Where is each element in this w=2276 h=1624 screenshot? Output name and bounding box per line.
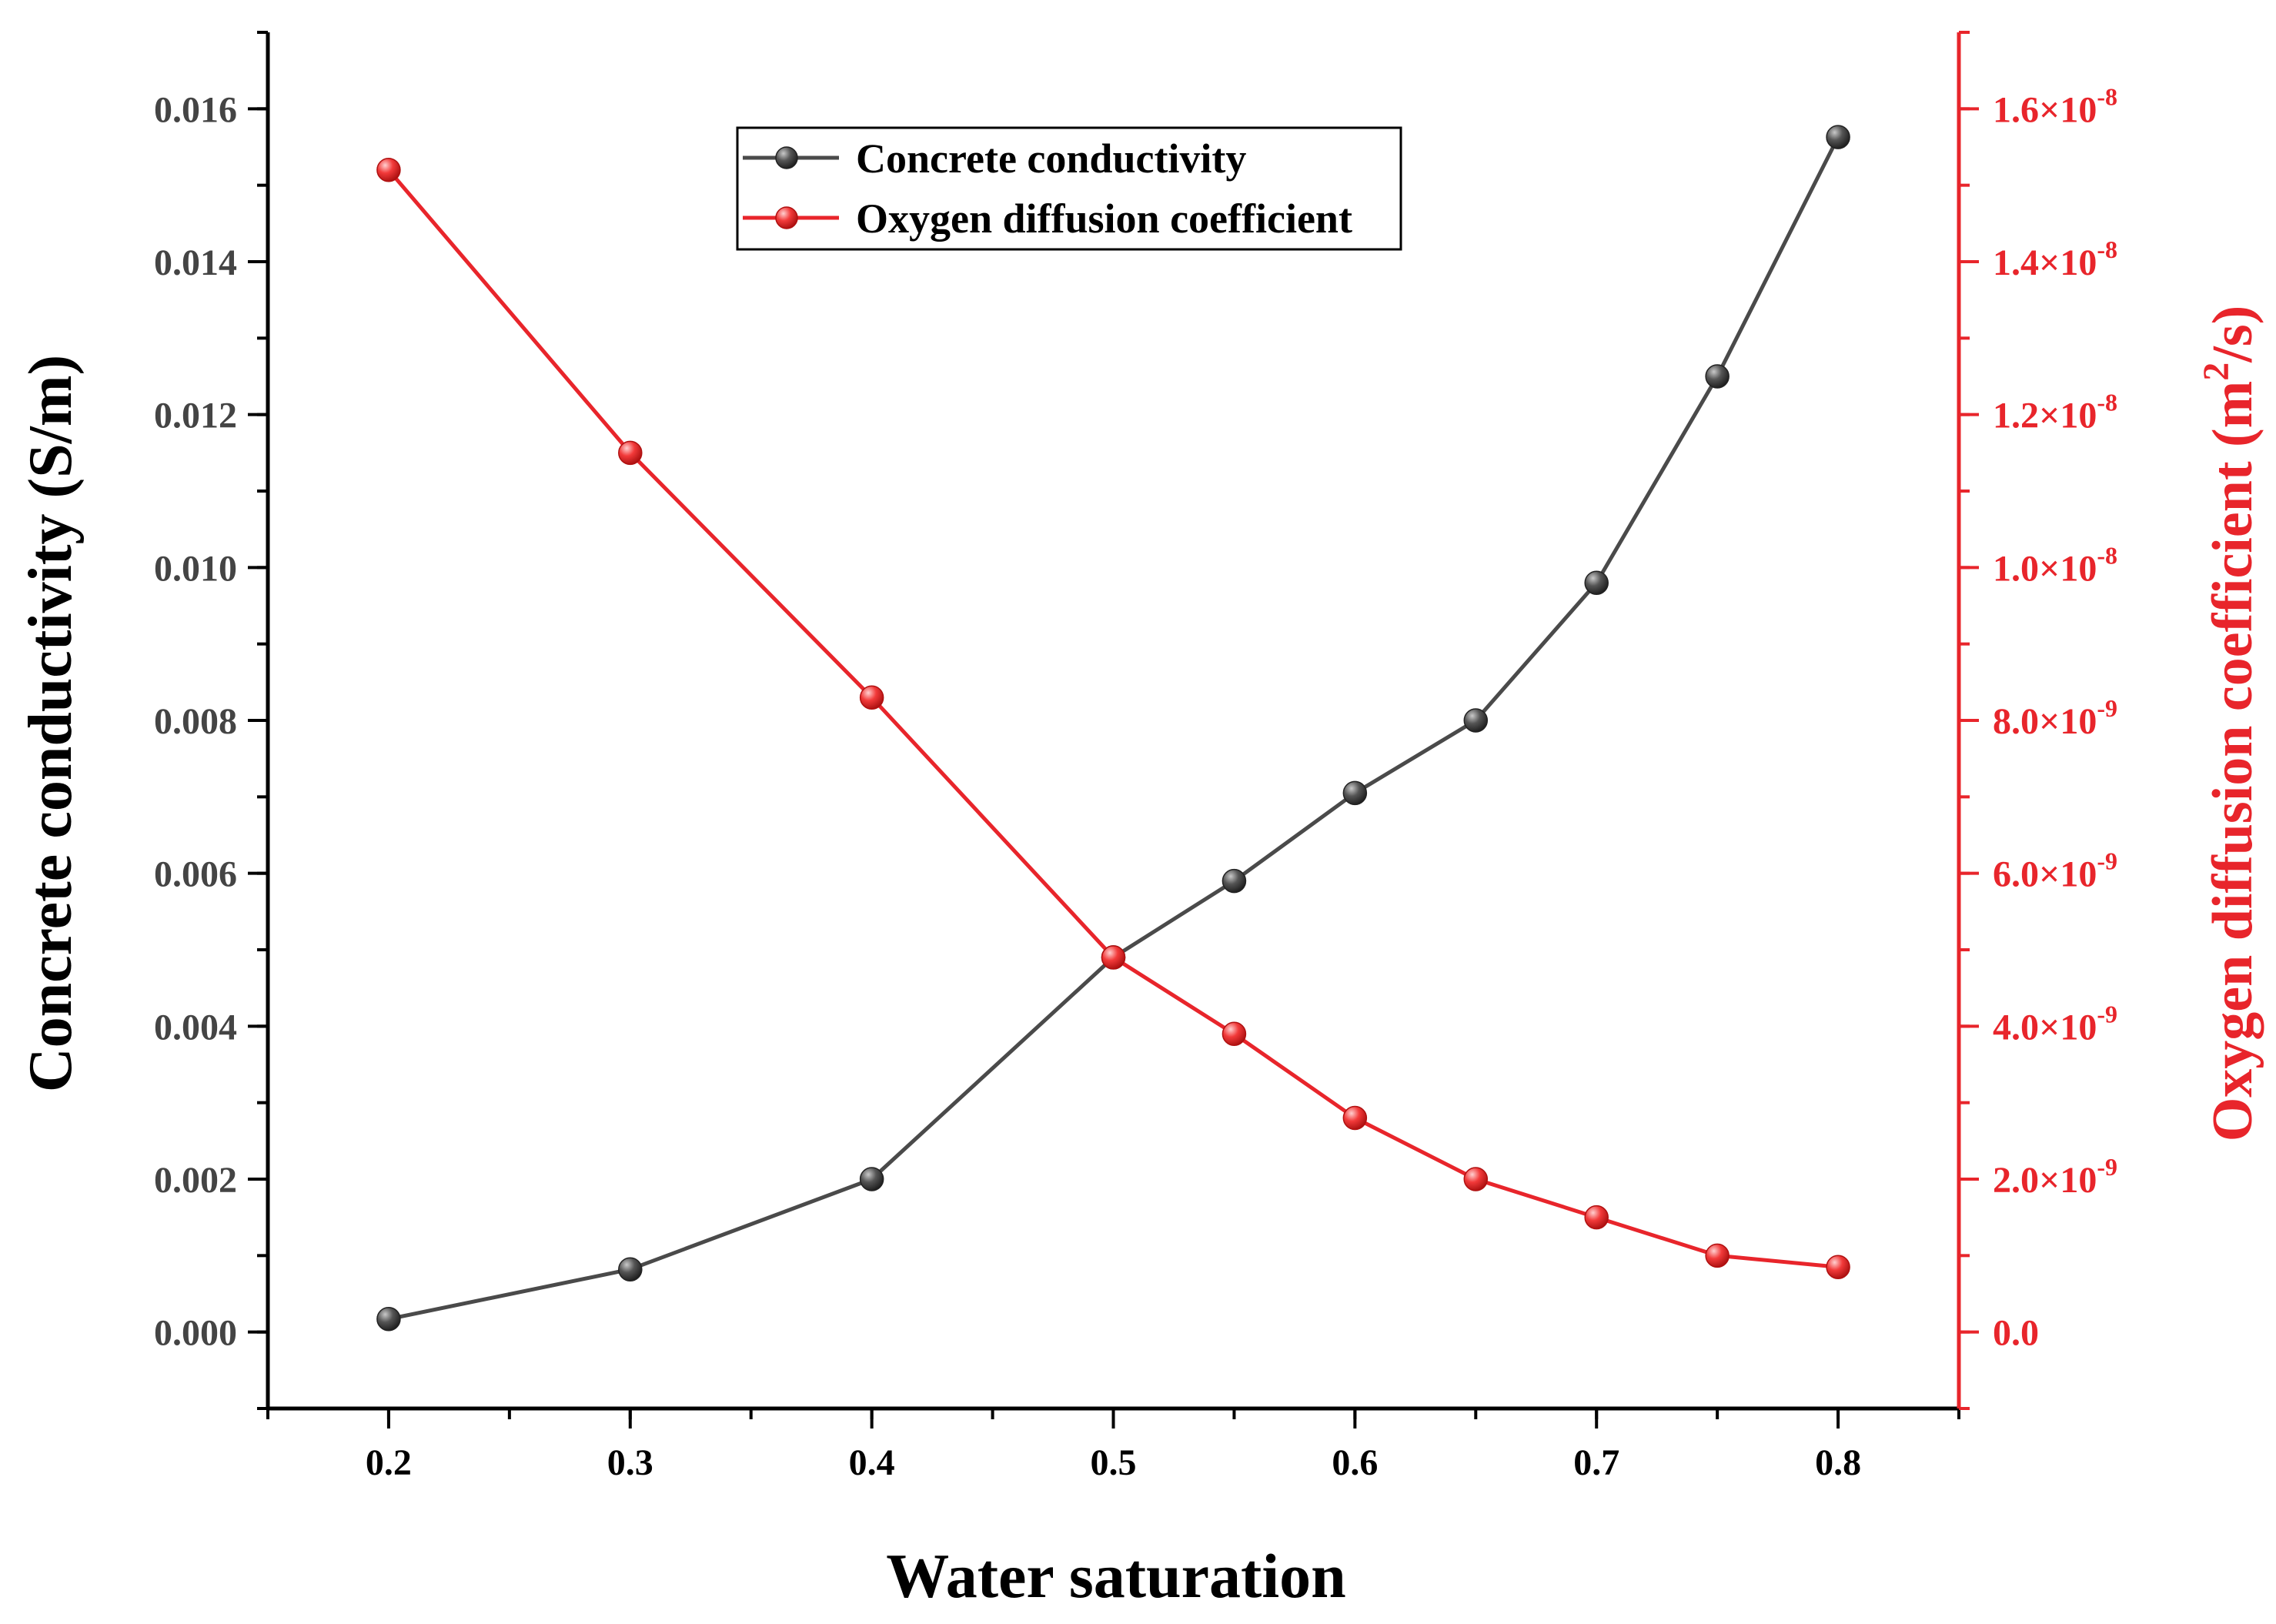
y2-tick-exponent: -9 bbox=[2097, 1153, 2117, 1181]
y2-axis-title-superscript: 2 bbox=[2196, 363, 2237, 381]
data-point-oxygen bbox=[1705, 1243, 1730, 1268]
data-point-conductivity bbox=[1222, 868, 1247, 894]
y2-tick-label: 1.4×10-8 bbox=[1993, 236, 2117, 283]
y2-tick-mantissa: 1.6×10 bbox=[1993, 89, 2097, 130]
legend-label-oxygen: Oxygen diffusion coefficient bbox=[856, 195, 1352, 242]
x-tick-label: 0.3 bbox=[607, 1442, 653, 1483]
y-tick-label: 0.000 bbox=[154, 1313, 237, 1354]
y-tick-label: 0.002 bbox=[154, 1160, 237, 1201]
legend-marker-conductivity bbox=[775, 146, 798, 169]
data-point-conductivity bbox=[1584, 570, 1609, 595]
y2-tick-exponent: -9 bbox=[2097, 847, 2117, 875]
legend: Concrete conductivity Oxygen diffusion c… bbox=[736, 126, 1402, 251]
x-tick-label: 0.5 bbox=[1091, 1442, 1137, 1483]
y2-tick-exponent: -8 bbox=[2097, 389, 2117, 416]
data-point-conductivity bbox=[618, 1257, 643, 1281]
y2-tick-label: 1.0×10-8 bbox=[1993, 541, 2117, 589]
data-point-oxygen bbox=[618, 440, 643, 466]
x-tick-label: 0.8 bbox=[1815, 1442, 1861, 1483]
axes: 0.2 0.3 0.4 0.5 0.6 0.7 0.80.0000.0020.0040.00… bbox=[154, 31, 2117, 1483]
legend-box bbox=[736, 126, 1402, 251]
y2-axis-title-base: Oxygen diffusion coefficient (m bbox=[2201, 381, 2264, 1142]
y2-tick-mantissa: 1.4×10 bbox=[1993, 242, 2097, 283]
data-point-oxygen bbox=[1826, 1255, 1850, 1279]
y-tick-label: 0.014 bbox=[154, 242, 237, 283]
series-layer bbox=[376, 125, 1850, 1332]
y2-tick-label: 0.0 bbox=[1993, 1313, 2039, 1354]
data-point-conductivity bbox=[859, 1167, 884, 1191]
data-point-oxygen bbox=[1222, 1021, 1247, 1047]
y-tick-label: 0.008 bbox=[154, 701, 237, 742]
data-point-oxygen bbox=[1342, 1105, 1368, 1131]
data-point-oxygen bbox=[1584, 1205, 1609, 1230]
x-tick-label: 0.4 bbox=[849, 1442, 895, 1483]
series-line-conductivity bbox=[388, 135, 1840, 1322]
x-axis-title: Water saturation bbox=[886, 1541, 1346, 1611]
series-line-oxygen bbox=[386, 169, 1839, 1269]
y2-tick-exponent: -8 bbox=[2097, 236, 2117, 263]
y2-tick-mantissa: 4.0×10 bbox=[1993, 1007, 2097, 1048]
data-point-conductivity bbox=[376, 1307, 401, 1332]
x-tick-label: 0.7 bbox=[1573, 1442, 1619, 1483]
y2-tick-exponent: -9 bbox=[2097, 1000, 2117, 1028]
y-tick-label: 0.016 bbox=[154, 89, 237, 130]
y2-tick-mantissa: 8.0×10 bbox=[1993, 701, 2097, 742]
y2-tick-label: 8.0×10-9 bbox=[1993, 694, 2117, 742]
data-point-oxygen bbox=[859, 685, 884, 710]
y-axis-title: Concrete conductivity (S/m) bbox=[17, 355, 85, 1092]
data-point-oxygen bbox=[376, 158, 401, 182]
y2-tick-label: 4.0×10-9 bbox=[1993, 1000, 2117, 1048]
legend-marker-oxygen bbox=[775, 206, 798, 229]
y2-tick-mantissa: 6.0×10 bbox=[1993, 854, 2097, 895]
y2-tick-label: 2.0×10-9 bbox=[1993, 1153, 2117, 1201]
x-tick-label: 0.6 bbox=[1332, 1442, 1378, 1483]
data-point-conductivity bbox=[1826, 125, 1850, 149]
y2-tick-exponent: -8 bbox=[2097, 82, 2117, 110]
y2-axis-title-tail: /s) bbox=[2201, 306, 2264, 363]
y2-tick-exponent: -9 bbox=[2097, 694, 2117, 722]
y2-tick-label: 1.6×10-8 bbox=[1993, 82, 2117, 130]
legend-label-conductivity: Concrete conductivity bbox=[856, 135, 1246, 182]
y-tick-label: 0.010 bbox=[154, 548, 237, 589]
y2-tick-exponent: -8 bbox=[2097, 541, 2117, 569]
data-point-conductivity bbox=[1342, 780, 1368, 806]
y-tick-label: 0.012 bbox=[154, 396, 237, 436]
x-tick-label: 0.2 bbox=[366, 1442, 412, 1483]
y-tick-label: 0.004 bbox=[154, 1007, 237, 1048]
data-point-oxygen bbox=[1463, 1167, 1489, 1191]
y-tick-label: 0.006 bbox=[154, 854, 237, 895]
data-point-oxygen bbox=[1101, 945, 1126, 970]
y2-tick-mantissa: 0.0 bbox=[1993, 1313, 2039, 1354]
y2-tick-label: 1.2×10-8 bbox=[1993, 389, 2117, 436]
y2-tick-mantissa: 2.0×10 bbox=[1993, 1160, 2097, 1201]
y2-tick-label: 6.0×10-9 bbox=[1993, 847, 2117, 895]
y2-tick-mantissa: 1.2×10 bbox=[1993, 396, 2097, 436]
y2-axis-title: Oxygen diffusion coefficient (m2/s) bbox=[2196, 306, 2264, 1142]
y2-tick-mantissa: 1.0×10 bbox=[1993, 548, 2097, 589]
data-point-conductivity bbox=[1463, 708, 1489, 733]
data-point-conductivity bbox=[1705, 364, 1730, 389]
